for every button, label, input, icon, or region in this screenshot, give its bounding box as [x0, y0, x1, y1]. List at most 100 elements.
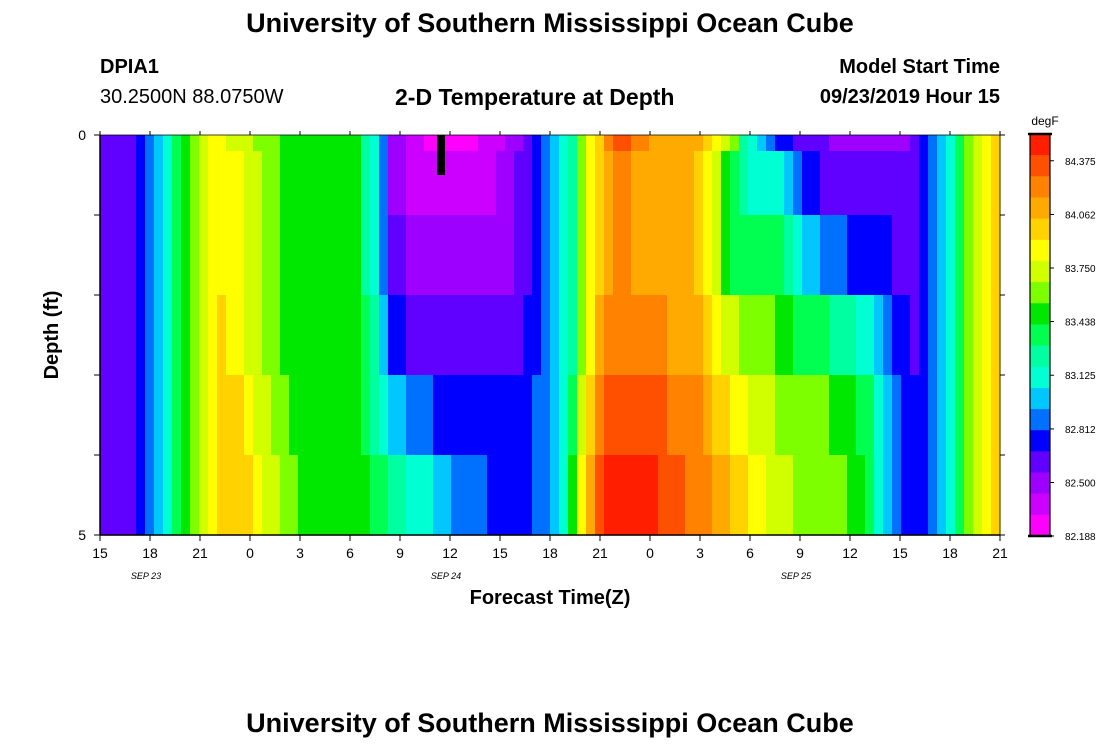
heatmap-cell — [280, 135, 290, 152]
heatmap-cell — [154, 295, 164, 376]
heatmap-cells — [100, 135, 1001, 536]
heatmap-cell — [388, 295, 398, 376]
page-title-bottom: University of Southern Mississippi Ocean… — [246, 708, 854, 738]
heatmap-cell — [163, 151, 173, 216]
heatmap-cell — [262, 455, 272, 536]
heatmap-cell — [253, 215, 263, 296]
heatmap-cell — [325, 375, 335, 456]
heatmap-cell — [154, 135, 164, 152]
heatmap-cell — [577, 455, 587, 536]
heatmap-cell — [595, 295, 605, 376]
colorbar-tick-label: 83.125 — [1065, 371, 1096, 382]
heatmap-cell — [919, 375, 929, 456]
heatmap-cell — [784, 375, 794, 456]
colorbar-swatch — [1030, 472, 1050, 495]
colorbar-swatch — [1030, 218, 1050, 241]
colorbar-tick-label: 82.812 — [1065, 425, 1096, 436]
heatmap-cell — [559, 151, 569, 216]
heatmap-cell — [361, 375, 371, 456]
heatmap-cell — [838, 135, 848, 152]
heatmap-cell — [685, 295, 695, 376]
heatmap-cell — [379, 135, 389, 152]
x-tick-label: 6 — [346, 545, 354, 561]
heatmap-cell — [352, 375, 362, 456]
heatmap-cell — [955, 151, 965, 216]
heatmap-cell — [595, 151, 605, 216]
heatmap-cell — [802, 151, 812, 216]
heatmap-cell — [271, 151, 281, 216]
heatmap-cell — [973, 295, 983, 376]
heatmap-cell — [622, 455, 632, 536]
heatmap-cell — [640, 375, 650, 456]
heatmap-cell — [307, 375, 317, 456]
missing-data-mark — [437, 135, 445, 175]
heatmap-cell — [892, 375, 902, 456]
x-tick-label: 21 — [592, 545, 608, 561]
heatmap-cell — [766, 215, 776, 296]
heatmap-cell — [622, 375, 632, 456]
heatmap-cell — [469, 135, 479, 152]
heatmap-cell — [469, 375, 479, 456]
heatmap-cell — [865, 375, 875, 456]
heatmap-cell — [793, 455, 803, 536]
heatmap-cell — [523, 215, 533, 296]
y-tick-label: 0 — [78, 127, 86, 143]
x-axis-label: Forecast Time(Z) — [470, 587, 631, 609]
heatmap-cell — [802, 375, 812, 456]
station-id: DPIA1 — [100, 56, 159, 78]
heatmap-cell — [289, 151, 299, 216]
heatmap-cell — [343, 455, 353, 536]
heatmap-cell — [613, 375, 623, 456]
heatmap-cell — [127, 455, 137, 536]
heatmap-cell — [973, 151, 983, 216]
heatmap-cell — [604, 295, 614, 376]
heatmap-cell — [415, 215, 425, 296]
heatmap-cell — [235, 215, 245, 296]
heatmap-cell — [649, 215, 659, 296]
heatmap-cell — [712, 455, 722, 536]
heatmap-cell — [856, 135, 866, 152]
heatmap-cell — [523, 151, 533, 216]
heatmap-cell — [289, 375, 299, 456]
heatmap-cell — [955, 295, 965, 376]
heatmap-cell — [307, 455, 317, 536]
heatmap-cell — [442, 151, 452, 216]
heatmap-cell — [667, 135, 677, 152]
heatmap-cell — [172, 295, 182, 376]
heatmap-cell — [928, 135, 938, 152]
heatmap-cell — [343, 295, 353, 376]
heatmap-cell — [460, 135, 470, 152]
heatmap-cell — [820, 151, 830, 216]
heatmap-cell — [523, 375, 533, 456]
heatmap-cell — [307, 151, 317, 216]
heatmap-cell — [298, 455, 308, 536]
heatmap-cell — [181, 135, 191, 152]
heatmap-cell — [424, 215, 434, 296]
heatmap-cell — [910, 455, 920, 536]
heatmap-cell — [505, 135, 515, 152]
x-tick-label: 6 — [746, 545, 754, 561]
y-tick-labels: 05 — [78, 127, 1005, 543]
heatmap-cell — [550, 215, 560, 296]
heatmap-cell — [730, 295, 740, 376]
heatmap-cell — [775, 135, 785, 152]
heatmap-cell — [235, 455, 245, 536]
heatmap-cell — [334, 151, 344, 216]
heatmap-cell — [694, 215, 704, 296]
heatmap-cell — [631, 151, 641, 216]
x-tick-label: 21 — [992, 545, 1008, 561]
colorbar-swatch — [1030, 282, 1050, 304]
heatmap-cell — [586, 295, 596, 376]
heatmap-cell — [622, 295, 632, 376]
heatmap-cell — [829, 295, 839, 376]
heatmap-cell — [226, 135, 236, 152]
heatmap-cell — [190, 295, 200, 376]
heatmap-cell — [937, 455, 947, 536]
heatmap-cell — [190, 151, 200, 216]
heatmap-cell — [505, 295, 515, 376]
heatmap-cell — [595, 455, 605, 536]
heatmap-cell — [442, 295, 452, 376]
heatmap-cell — [505, 215, 515, 296]
heatmap-cell — [289, 295, 299, 376]
heatmap-cell — [775, 215, 785, 296]
